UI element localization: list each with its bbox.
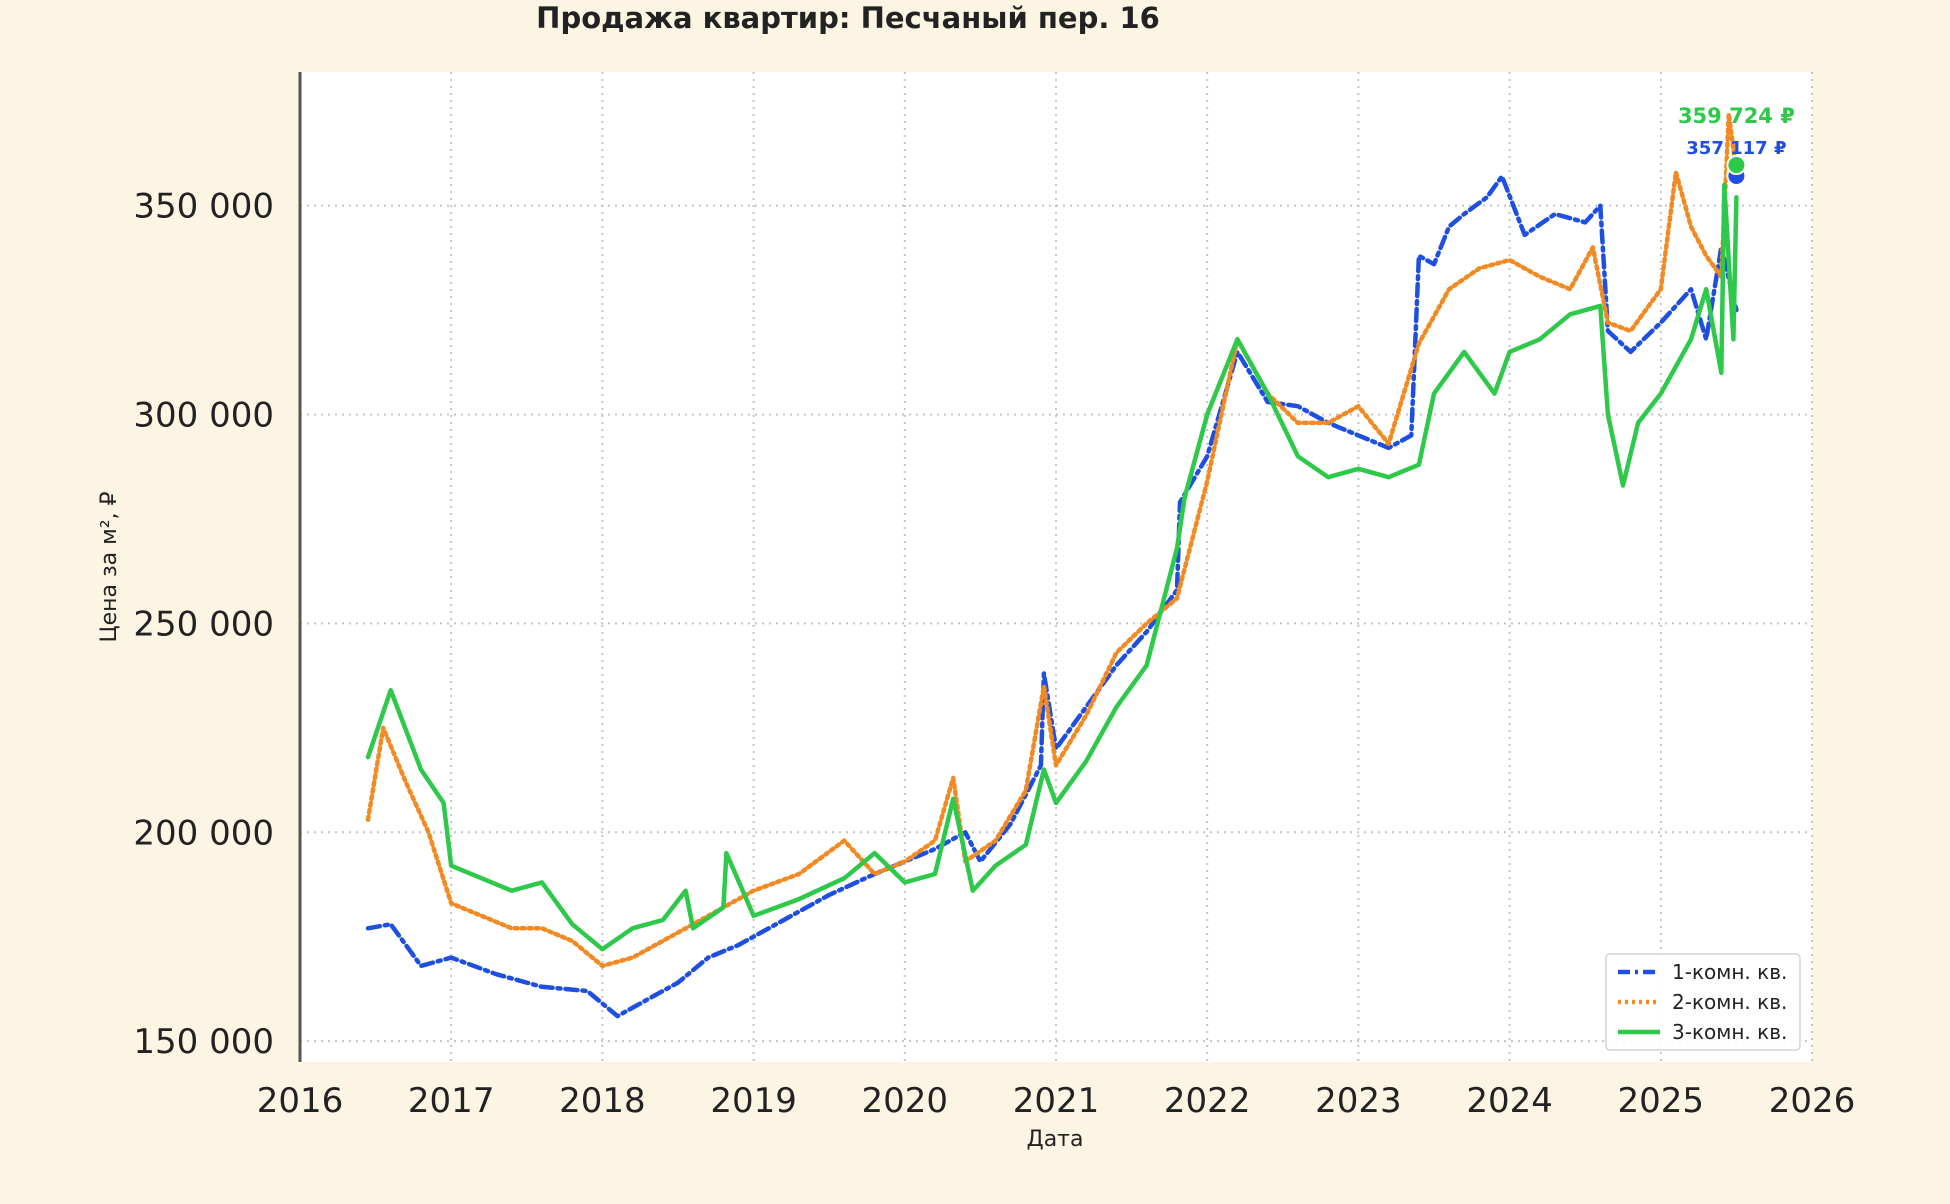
x-tick-label: 2021	[1013, 1081, 1100, 1121]
series-line-3	[365, 182, 1739, 952]
x-tick-label: 2018	[559, 1081, 646, 1121]
y-tick-label: 150 000	[133, 1022, 274, 1062]
legend-label: 3-комн. кв.	[1672, 1020, 1787, 1044]
x-tick-label: 2019	[710, 1081, 797, 1121]
y-axis-label: Цена за м², ₽	[97, 491, 122, 642]
x-tick-label: 2026	[1769, 1081, 1856, 1121]
legend-label: 2-комн. кв.	[1672, 990, 1787, 1014]
end-value-label: 359 724 ₽	[1678, 104, 1795, 128]
y-tick-label: 250 000	[133, 604, 274, 644]
x-tick-label: 2022	[1164, 1081, 1251, 1121]
legend-box	[1605, 953, 1801, 1051]
y-tick-label: 300 000	[133, 396, 274, 436]
y-tick-label: 350 000	[133, 187, 274, 227]
x-tick-label: 2025	[1618, 1081, 1705, 1121]
x-tick-label: 2024	[1466, 1081, 1553, 1121]
x-tick-label: 2017	[408, 1081, 495, 1121]
x-axis-label: Дата	[1027, 1127, 1084, 1152]
chart-title: Продажа квартир: Песчаный пер. 16	[536, 1, 1160, 35]
x-tick-label: 2016	[257, 1081, 344, 1121]
y-tick-label: 200 000	[133, 813, 274, 853]
x-tick-label: 2020	[862, 1081, 949, 1121]
x-tick-label: 2023	[1315, 1081, 1402, 1121]
series-line-2	[365, 111, 1739, 969]
end-value-label: 357 117 ₽	[1686, 138, 1786, 159]
end-marker	[1726, 155, 1747, 176]
legend-label: 1-комн. кв.	[1672, 960, 1787, 984]
